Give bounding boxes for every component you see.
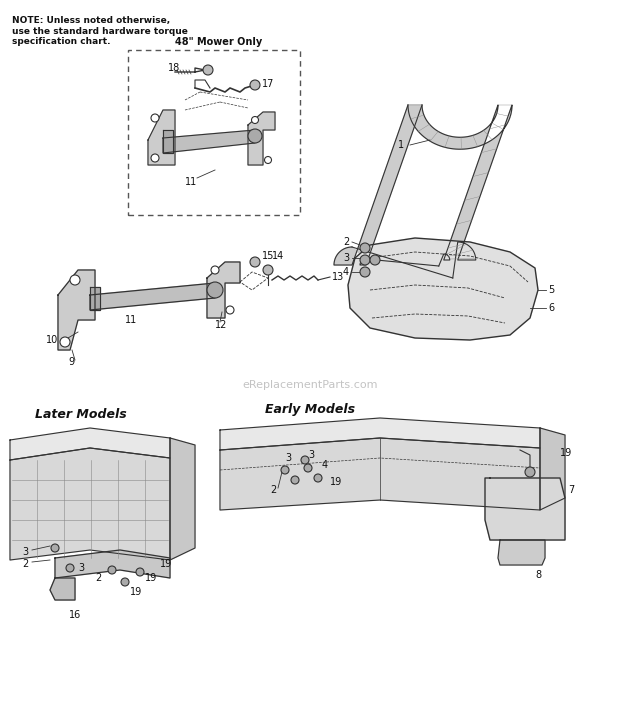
Polygon shape — [148, 110, 175, 165]
Polygon shape — [90, 287, 100, 310]
Text: Early Models: Early Models — [265, 404, 355, 416]
Circle shape — [151, 154, 159, 162]
Circle shape — [370, 255, 380, 265]
Circle shape — [60, 337, 70, 347]
Circle shape — [203, 65, 213, 75]
Circle shape — [263, 265, 273, 275]
Text: 1: 1 — [398, 140, 404, 150]
Text: NOTE: Unless noted otherwise,: NOTE: Unless noted otherwise, — [12, 16, 170, 25]
Polygon shape — [348, 238, 538, 340]
Polygon shape — [498, 540, 545, 565]
Polygon shape — [10, 448, 170, 560]
Polygon shape — [485, 478, 565, 540]
Text: specification chart.: specification chart. — [12, 37, 110, 47]
Polygon shape — [540, 428, 565, 510]
Circle shape — [250, 80, 260, 90]
Text: 5: 5 — [548, 285, 554, 295]
Circle shape — [226, 306, 234, 314]
Circle shape — [265, 156, 272, 163]
Text: 2: 2 — [95, 573, 101, 583]
Text: 48" Mower Only: 48" Mower Only — [175, 37, 262, 47]
Text: 19: 19 — [160, 559, 172, 569]
Bar — [128, 50, 300, 215]
Text: 19: 19 — [130, 587, 142, 597]
Text: 4: 4 — [322, 460, 328, 470]
Polygon shape — [207, 262, 240, 318]
Text: 8: 8 — [535, 570, 541, 580]
Polygon shape — [58, 270, 95, 350]
Circle shape — [250, 257, 260, 267]
Text: Later Models: Later Models — [35, 409, 126, 421]
Circle shape — [252, 117, 259, 124]
Text: 3: 3 — [343, 253, 349, 263]
Text: 12: 12 — [215, 320, 228, 330]
Polygon shape — [334, 105, 422, 265]
Circle shape — [121, 578, 129, 586]
Text: 14: 14 — [272, 251, 284, 261]
Circle shape — [70, 275, 80, 285]
Polygon shape — [163, 130, 173, 153]
Polygon shape — [248, 112, 275, 165]
Circle shape — [211, 266, 219, 274]
Circle shape — [66, 564, 74, 572]
Circle shape — [207, 282, 223, 298]
Circle shape — [291, 476, 299, 484]
Circle shape — [108, 566, 116, 574]
Text: 11: 11 — [125, 315, 137, 325]
Polygon shape — [408, 105, 512, 278]
Text: 19: 19 — [145, 573, 157, 583]
Text: 16: 16 — [69, 610, 81, 620]
Circle shape — [248, 129, 262, 143]
Text: 3: 3 — [285, 453, 291, 463]
Circle shape — [304, 464, 312, 472]
Text: eReplacementParts.com: eReplacementParts.com — [242, 380, 378, 390]
Circle shape — [360, 267, 370, 277]
Circle shape — [314, 474, 322, 482]
Polygon shape — [220, 418, 540, 450]
Text: 3: 3 — [22, 547, 28, 557]
Text: 19: 19 — [330, 477, 342, 487]
Polygon shape — [220, 438, 540, 510]
Polygon shape — [163, 130, 255, 153]
Text: 6: 6 — [548, 303, 554, 313]
Text: 19: 19 — [560, 448, 572, 458]
Text: 4: 4 — [343, 267, 349, 277]
Text: 18: 18 — [168, 63, 180, 73]
Circle shape — [281, 466, 289, 474]
Polygon shape — [10, 428, 170, 460]
Polygon shape — [90, 283, 215, 310]
Text: 9: 9 — [68, 357, 74, 367]
Circle shape — [301, 456, 309, 464]
Polygon shape — [55, 550, 170, 578]
Text: 15: 15 — [262, 251, 275, 261]
Circle shape — [525, 467, 535, 477]
Circle shape — [360, 255, 370, 265]
Text: 2: 2 — [343, 237, 349, 247]
Text: 10: 10 — [46, 335, 58, 345]
Polygon shape — [50, 578, 75, 600]
Text: 3: 3 — [308, 450, 314, 460]
Polygon shape — [170, 438, 195, 560]
Text: use the standard hardware torque: use the standard hardware torque — [12, 26, 188, 35]
Text: 11: 11 — [185, 177, 197, 187]
Text: 2: 2 — [270, 485, 277, 495]
Text: 2: 2 — [22, 559, 29, 569]
Circle shape — [136, 568, 144, 576]
Circle shape — [151, 114, 159, 122]
Text: 3: 3 — [78, 563, 84, 573]
Circle shape — [360, 243, 370, 253]
Text: 17: 17 — [262, 79, 275, 89]
Text: 7: 7 — [568, 485, 574, 495]
Text: 13: 13 — [332, 272, 344, 282]
Circle shape — [51, 544, 59, 552]
